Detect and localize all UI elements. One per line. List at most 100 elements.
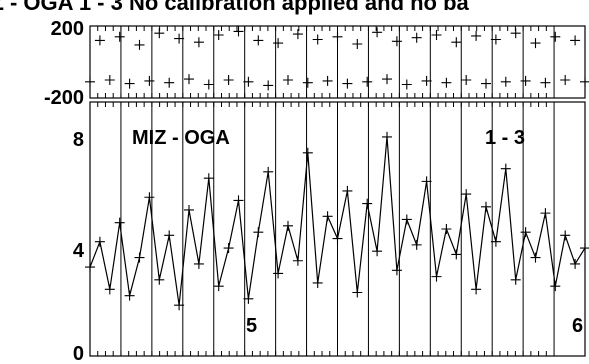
amplitude-panel: 8 4 0 MIZ - OGA 1 - 3 5 6 <box>73 101 589 364</box>
phase-point <box>154 28 165 39</box>
amplitude-point <box>292 255 303 266</box>
phase-point <box>114 31 125 42</box>
phase-point <box>391 36 402 47</box>
amplitude-point <box>302 147 313 158</box>
amplitude-ytick-label-0: 0 <box>73 343 84 364</box>
amplitude-point <box>530 252 541 263</box>
phase-point <box>401 79 412 90</box>
phase-point <box>530 38 541 49</box>
phase-point <box>283 75 293 85</box>
amplitude-point <box>114 217 125 228</box>
amplitude-point <box>481 201 491 212</box>
phase-point <box>312 34 323 45</box>
amplitude-point <box>500 163 511 174</box>
phase-point <box>382 74 392 85</box>
phase-point <box>174 33 185 44</box>
amplitude-point <box>441 224 452 234</box>
phase-point <box>461 75 472 85</box>
amplitude-point <box>253 227 264 238</box>
amplitude-point <box>174 300 185 311</box>
phase-point <box>510 28 521 39</box>
amplitude-point <box>490 236 501 247</box>
amplitude-point <box>263 166 274 177</box>
phase-point <box>570 35 581 46</box>
amplitude-point <box>283 220 293 231</box>
phase-point <box>372 27 383 38</box>
amplitude-point <box>372 246 383 257</box>
phase-point <box>184 74 194 85</box>
phase-point <box>193 37 204 48</box>
phase-point <box>223 75 234 85</box>
amplitude-point <box>421 176 432 187</box>
amplitude-point <box>540 208 551 219</box>
amplitude-point <box>510 274 521 285</box>
phase-point <box>213 30 224 40</box>
phase-point <box>580 76 589 87</box>
phase-point <box>253 35 264 46</box>
baseline-annotation-stations: MIZ - OGA <box>132 127 230 149</box>
phase-point <box>500 76 511 87</box>
amplitude-point <box>85 262 95 273</box>
amplitude-point <box>362 198 373 209</box>
phase-point <box>540 77 551 88</box>
amplitude-annotation-6: 6 <box>572 315 583 337</box>
phase-point <box>481 78 491 89</box>
phase-point <box>362 76 373 87</box>
amplitude-point <box>461 189 472 200</box>
amplitude-point <box>94 236 105 247</box>
amplitude-point <box>124 290 135 301</box>
amplitude-point <box>144 192 155 203</box>
amplitude-point <box>580 243 589 254</box>
amplitude-point <box>322 211 333 222</box>
amplitude-point <box>391 265 402 276</box>
amplitude-point <box>154 274 165 285</box>
phase-point <box>243 76 254 87</box>
amplitude-point <box>184 204 194 215</box>
amplitude-point <box>104 284 115 295</box>
phase-point <box>203 79 214 90</box>
phase-point <box>292 29 303 40</box>
amplitude-point <box>382 131 392 142</box>
amplitude-point <box>193 258 204 269</box>
phase-panel: 200 -200 <box>44 18 589 109</box>
phase-point <box>144 75 155 86</box>
phase-point <box>441 77 452 88</box>
phase-point <box>342 78 353 89</box>
amplitude-point <box>273 268 284 279</box>
amplitude-point <box>164 230 175 241</box>
phase-point <box>273 38 284 49</box>
amplitude-point <box>312 277 323 288</box>
baseline-annotation-ids: 1 - 3 <box>485 127 525 149</box>
amplitude-point <box>352 287 363 298</box>
phase-point <box>560 75 571 85</box>
amplitude-point <box>550 281 561 292</box>
phase-point <box>302 77 313 88</box>
amplitude-point <box>520 227 531 238</box>
phase-point <box>520 75 531 86</box>
amplitude-annotation-5: 5 <box>246 315 257 337</box>
amplitude-point <box>223 243 234 254</box>
phase-ytick-label-top: 200 <box>51 18 84 40</box>
phase-point <box>322 75 333 86</box>
amplitude-ytick-label-4: 4 <box>73 240 85 262</box>
amplitude-grid <box>89 102 555 356</box>
phase-point <box>550 31 561 42</box>
phase-point <box>164 77 175 88</box>
phase-point <box>134 39 145 50</box>
phase-ytick-label-bottom: -200 <box>44 87 84 109</box>
amplitude-point <box>471 284 482 295</box>
phase-point <box>411 32 422 43</box>
amplitude-point <box>411 239 422 250</box>
chart-title: MIZ - OGA 1 - 3 No calibration applied a… <box>0 0 470 15</box>
phase-point <box>124 78 135 89</box>
amplitude-ytick-label-8: 8 <box>73 129 84 151</box>
phase-point <box>471 30 482 41</box>
amplitude-point <box>233 195 244 206</box>
phase-point <box>233 26 244 37</box>
amplitude-point <box>451 249 462 260</box>
amplitude-point <box>332 233 343 244</box>
amplitude-point <box>560 230 571 241</box>
